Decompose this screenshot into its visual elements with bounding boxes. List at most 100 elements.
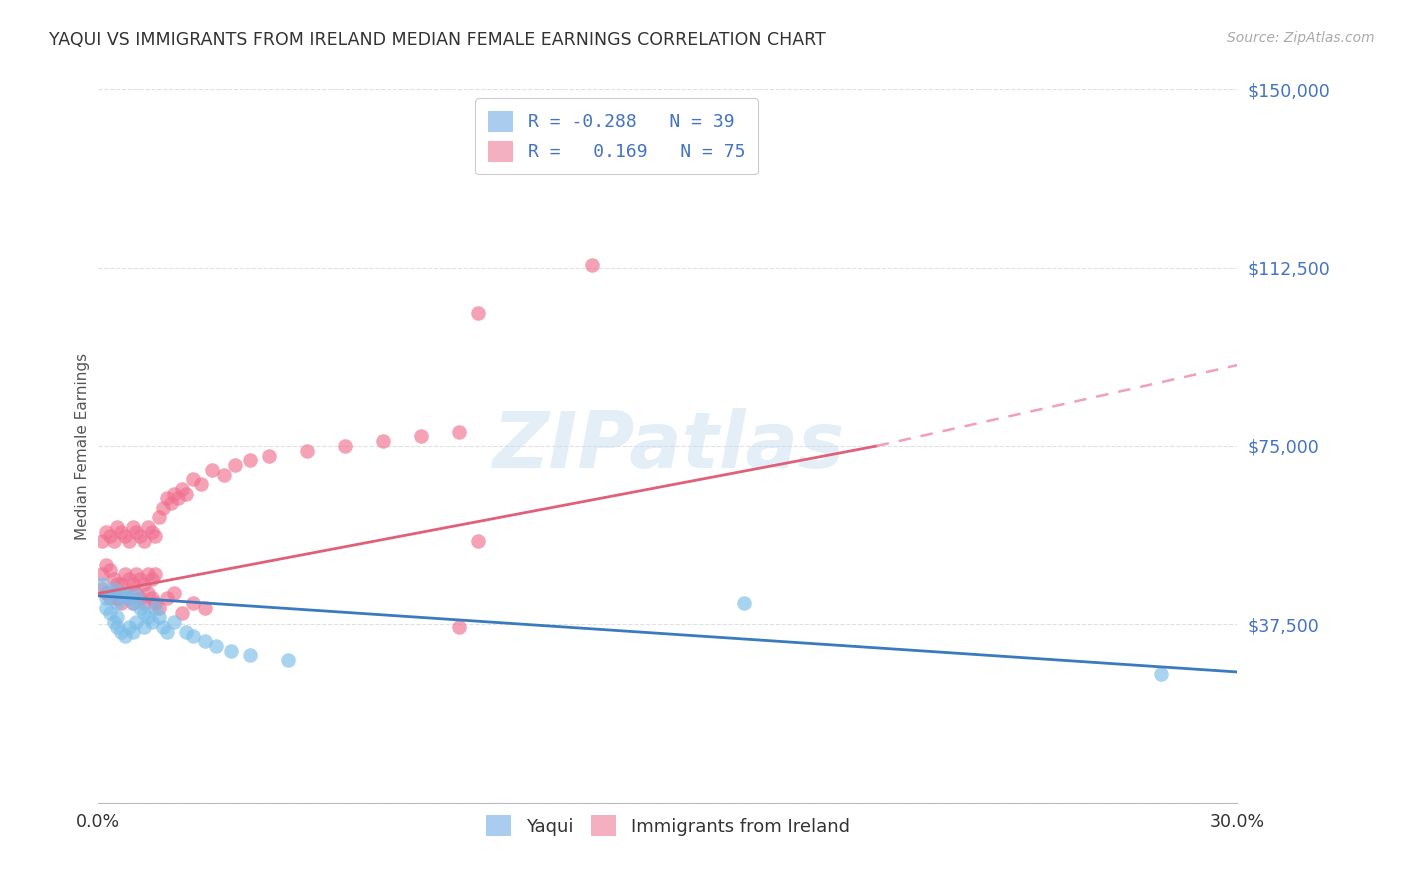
Point xyxy=(259,449,281,463)
Point xyxy=(94,586,117,600)
Point xyxy=(148,610,170,624)
Point xyxy=(163,615,186,629)
Point xyxy=(121,596,143,610)
Point xyxy=(467,306,489,320)
Point xyxy=(118,534,141,549)
Point xyxy=(118,572,141,586)
Point xyxy=(132,577,155,591)
Point xyxy=(152,620,174,634)
Point xyxy=(141,524,163,539)
Point xyxy=(156,624,179,639)
Point xyxy=(148,600,170,615)
Point xyxy=(581,258,603,272)
Point xyxy=(91,567,114,582)
Point xyxy=(170,606,193,620)
Point xyxy=(118,620,141,634)
Point xyxy=(125,524,148,539)
Point xyxy=(91,577,114,591)
Point xyxy=(136,520,159,534)
Point xyxy=(136,586,159,600)
Point xyxy=(156,591,179,606)
Point xyxy=(174,486,197,500)
Point xyxy=(170,482,193,496)
Point xyxy=(449,425,471,439)
Point xyxy=(335,439,357,453)
Point xyxy=(132,606,155,620)
Point xyxy=(129,591,152,606)
Point xyxy=(132,596,155,610)
Point xyxy=(91,534,114,549)
Point xyxy=(121,624,143,639)
Point xyxy=(121,596,143,610)
Point xyxy=(1150,667,1173,681)
Point xyxy=(190,477,212,491)
Point xyxy=(114,567,136,582)
Point xyxy=(152,500,174,515)
Point xyxy=(94,600,117,615)
Legend: Yaqui, Immigrants from Ireland: Yaqui, Immigrants from Ireland xyxy=(477,806,859,845)
Point xyxy=(125,589,148,603)
Point xyxy=(167,491,190,506)
Point xyxy=(159,496,181,510)
Point xyxy=(114,586,136,600)
Point xyxy=(107,577,129,591)
Point xyxy=(121,577,143,591)
Text: Source: ZipAtlas.com: Source: ZipAtlas.com xyxy=(1227,31,1375,45)
Point xyxy=(103,615,125,629)
Point xyxy=(183,629,205,643)
Point xyxy=(194,600,217,615)
Point xyxy=(91,582,114,596)
Point xyxy=(212,467,235,482)
Point xyxy=(107,591,129,606)
Point xyxy=(132,534,155,549)
Point xyxy=(733,596,755,610)
Point xyxy=(110,596,132,610)
Point xyxy=(103,572,125,586)
Point xyxy=(118,591,141,606)
Point xyxy=(94,558,117,572)
Text: YAQUI VS IMMIGRANTS FROM IRELAND MEDIAN FEMALE EARNINGS CORRELATION CHART: YAQUI VS IMMIGRANTS FROM IRELAND MEDIAN … xyxy=(49,31,825,49)
Point xyxy=(98,563,121,577)
Point xyxy=(221,643,243,657)
Point xyxy=(98,606,121,620)
Point xyxy=(145,529,167,543)
Point xyxy=(103,534,125,549)
Point xyxy=(107,596,129,610)
Point xyxy=(449,620,471,634)
Point xyxy=(125,615,148,629)
Point xyxy=(201,463,224,477)
Point xyxy=(136,610,159,624)
Point xyxy=(129,572,152,586)
Point xyxy=(141,615,163,629)
Point xyxy=(107,520,129,534)
Point xyxy=(110,577,132,591)
Point xyxy=(98,591,121,606)
Point xyxy=(205,639,228,653)
Text: ZIPatlas: ZIPatlas xyxy=(492,408,844,484)
Point xyxy=(239,648,262,663)
Point xyxy=(121,520,143,534)
Point xyxy=(174,624,197,639)
Point xyxy=(183,596,205,610)
Point xyxy=(145,600,167,615)
Point xyxy=(224,458,246,472)
Point xyxy=(141,572,163,586)
Point xyxy=(156,491,179,506)
Point xyxy=(94,591,117,606)
Point xyxy=(103,586,125,600)
Point xyxy=(110,589,132,603)
Point xyxy=(132,620,155,634)
Point xyxy=(371,434,394,449)
Point xyxy=(107,610,129,624)
Point xyxy=(183,472,205,486)
Point xyxy=(110,524,132,539)
Point xyxy=(114,629,136,643)
Y-axis label: Median Female Earnings: Median Female Earnings xyxy=(75,352,90,540)
Point xyxy=(110,624,132,639)
Point xyxy=(136,567,159,582)
Point xyxy=(141,591,163,606)
Point xyxy=(125,586,148,600)
Point xyxy=(194,634,217,648)
Point xyxy=(148,510,170,524)
Point xyxy=(467,534,489,549)
